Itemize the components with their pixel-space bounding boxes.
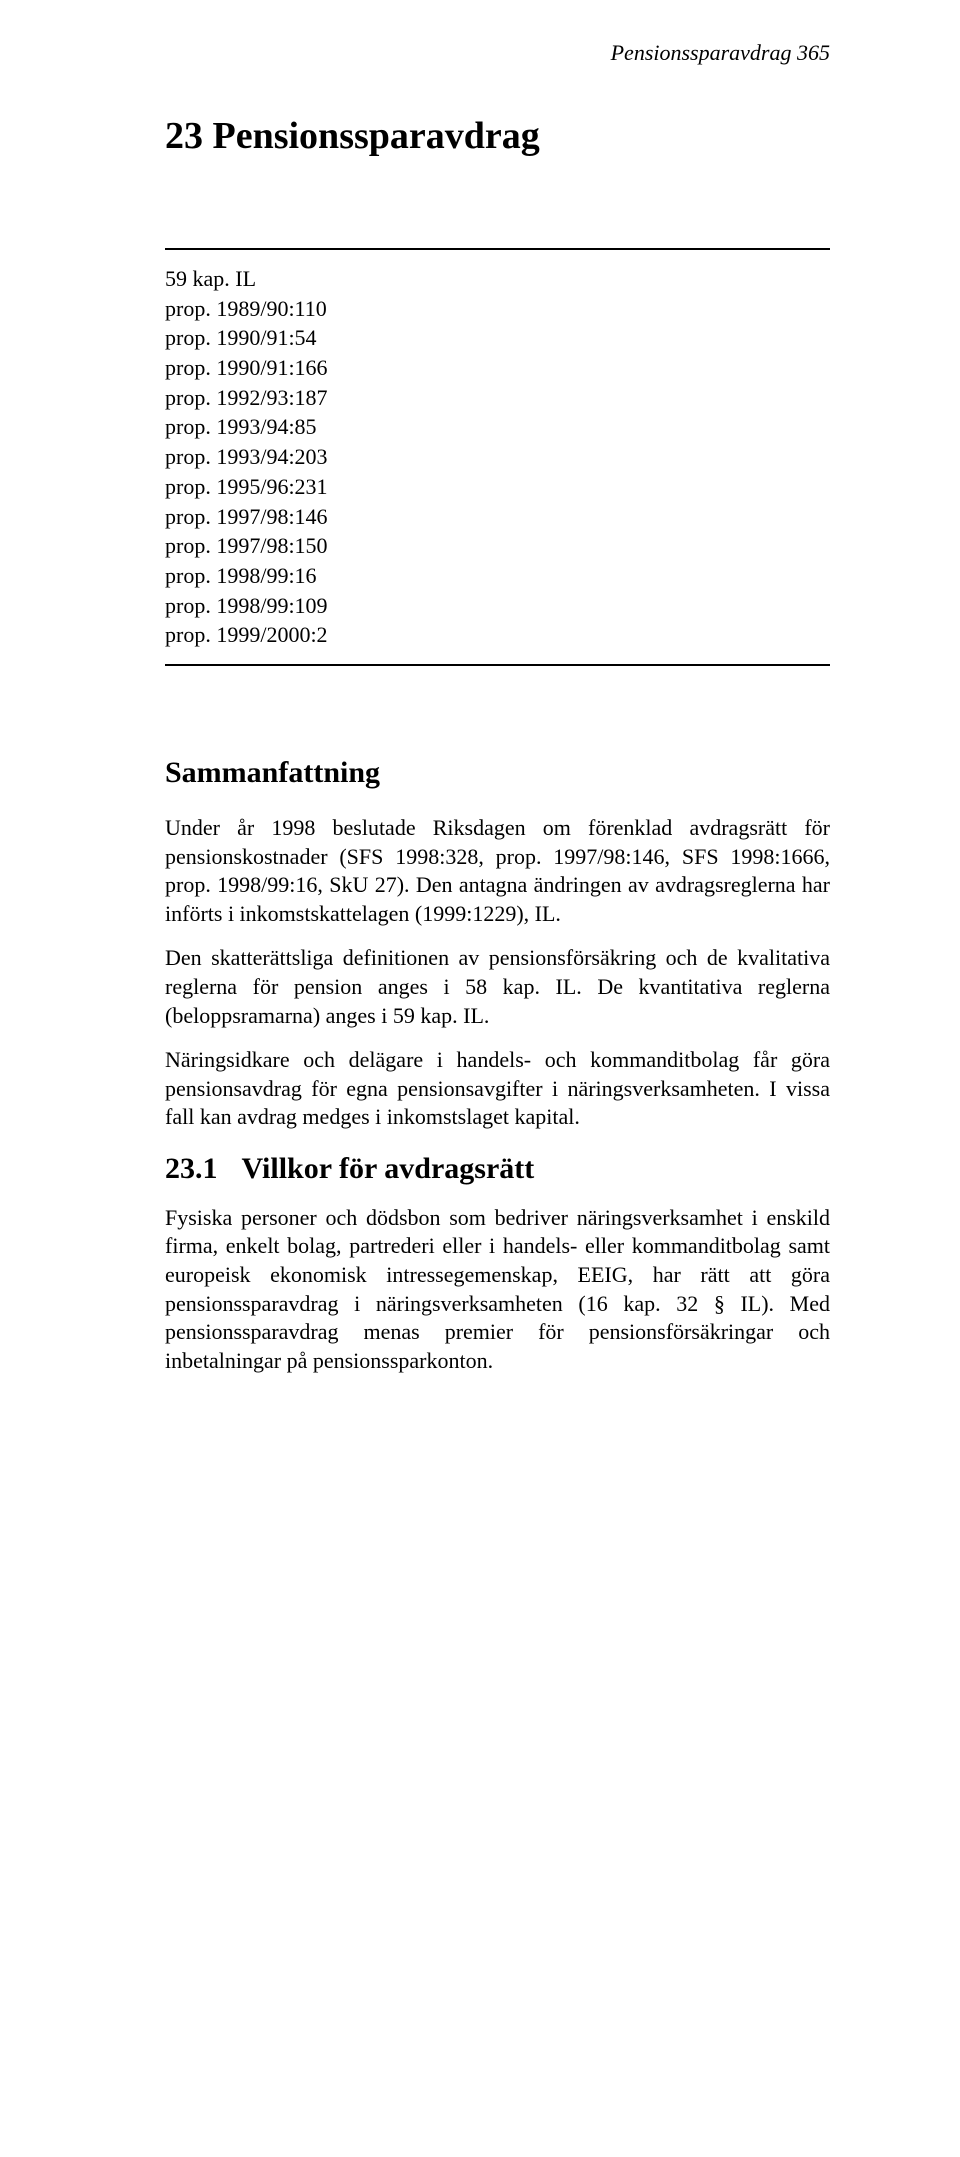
reference-line: prop. 1995/96:231 — [165, 472, 830, 502]
reference-line: prop. 1993/94:85 — [165, 412, 830, 442]
section-title-text: Villkor för avdragsrätt — [242, 1152, 535, 1185]
paragraph: Fysiska personer och dödsbon som bedrive… — [165, 1204, 830, 1376]
reference-line: prop. 1993/94:203 — [165, 442, 830, 472]
reference-line: 59 kap. IL — [165, 264, 830, 294]
reference-block: 59 kap. ILprop. 1989/90:110prop. 1990/91… — [165, 248, 830, 666]
reference-line: prop. 1990/91:54 — [165, 323, 830, 353]
reference-line: prop. 1997/98:146 — [165, 502, 830, 532]
paragraph: Näringsidkare och delägare i handels- oc… — [165, 1046, 830, 1132]
reference-line: prop. 1992/93:187 — [165, 383, 830, 413]
paragraph: Under år 1998 beslutade Riksdagen om för… — [165, 814, 830, 928]
reference-line: prop. 1989/90:110 — [165, 294, 830, 324]
reference-line: prop. 1997/98:150 — [165, 531, 830, 561]
section-heading: 23.1 Villkor för avdragsrätt — [165, 1152, 830, 1186]
reference-line: prop. 1998/99:16 — [165, 561, 830, 591]
summary-heading: Sammanfattning — [165, 756, 830, 790]
chapter-title: 23 Pensionssparavdrag — [165, 114, 830, 158]
reference-line: prop. 1998/99:109 — [165, 591, 830, 621]
running-header: Pensionssparavdrag 365 — [165, 40, 830, 66]
reference-line: prop. 1990/91:166 — [165, 353, 830, 383]
section-number: 23.1 — [165, 1152, 218, 1186]
reference-line: prop. 1999/2000:2 — [165, 620, 830, 650]
paragraph: Den skatterättsliga definitionen av pens… — [165, 944, 830, 1030]
